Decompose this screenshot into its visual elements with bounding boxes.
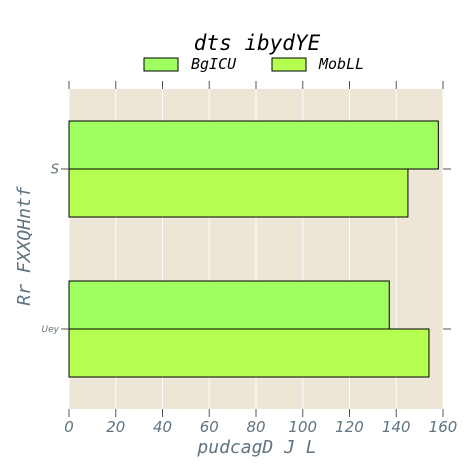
- x-tick-label: 40: [153, 418, 172, 436]
- bar-bgicu-s: [68, 120, 439, 170]
- x-tick-label: 0: [64, 418, 74, 436]
- y-tick-label: Uey: [42, 325, 60, 335]
- bars: [68, 120, 439, 378]
- y-tick-label: S: [51, 162, 59, 177]
- x-tick-label: 80: [246, 418, 265, 436]
- bar-bgicu-uey: [68, 280, 390, 330]
- x-tick-label: 120: [335, 418, 364, 436]
- legend-swatch-mobll: [271, 57, 307, 72]
- x-tick-labels: 0 20 40 60 80 100 120 140 160: [64, 418, 457, 436]
- legend-label-mobll: MobLL: [318, 55, 364, 73]
- x-tick-label: 60: [200, 418, 219, 436]
- legend-label-bgicu: BgICU: [191, 55, 237, 73]
- x-tick-label: 140: [382, 418, 411, 436]
- legend: BgICU MobLL: [143, 55, 364, 73]
- x-tick-label: 100: [288, 418, 317, 436]
- bar-mobll-s: [68, 168, 409, 218]
- y-tick-labels: S Uey: [42, 162, 60, 335]
- legend-swatch-bgicu: [143, 57, 179, 72]
- bar-mobll-uey: [68, 328, 430, 378]
- ticks: [61, 81, 451, 417]
- chart-title: dts ibydYE: [194, 31, 321, 55]
- x-tick-label: 20: [106, 418, 125, 436]
- x-axis-label: pudcagD J L: [196, 437, 316, 458]
- y-axis-label: Rr FXXQHntf: [14, 186, 35, 305]
- x-tick-label: 160: [429, 418, 458, 436]
